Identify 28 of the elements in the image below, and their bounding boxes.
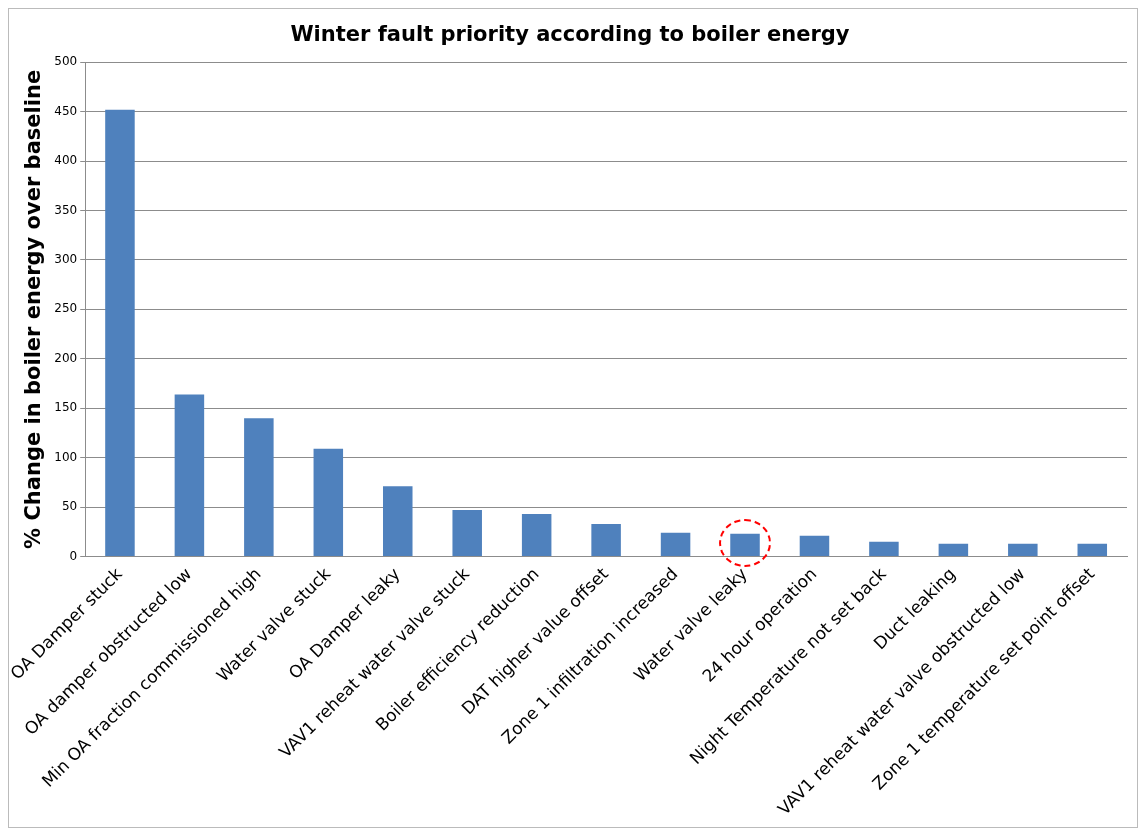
- bar: [660, 532, 691, 557]
- y-tick-label: 350: [54, 202, 78, 217]
- y-tick-label: 200: [54, 350, 78, 365]
- bar: [244, 418, 274, 557]
- bar: [174, 394, 205, 557]
- bar: [383, 486, 413, 557]
- bar: [591, 523, 621, 557]
- y-axis-title: % Change in boiler energy over baseline: [21, 69, 46, 549]
- y-tick-label: 50: [61, 499, 78, 514]
- y-tick-label: 400: [54, 153, 78, 168]
- y-tick-label: 500: [54, 54, 78, 69]
- bar: [799, 535, 830, 557]
- y-tick-label: 150: [54, 400, 78, 415]
- y-tick-label: 100: [54, 449, 78, 464]
- y-tick-label: 250: [54, 301, 78, 316]
- y-tick-label: 300: [54, 252, 78, 267]
- bar: [105, 109, 135, 557]
- bar: [730, 533, 760, 557]
- bar: [1008, 543, 1038, 557]
- bar: [938, 543, 969, 557]
- bar: [521, 514, 552, 557]
- y-tick-label: 0: [69, 548, 78, 563]
- bar: [313, 448, 344, 557]
- bar: [869, 541, 899, 557]
- bar: [1077, 543, 1108, 557]
- bar: [452, 510, 482, 557]
- chart-title: Winter fault priority according to boiler energy: [290, 22, 850, 47]
- y-tick-label: 450: [54, 103, 78, 118]
